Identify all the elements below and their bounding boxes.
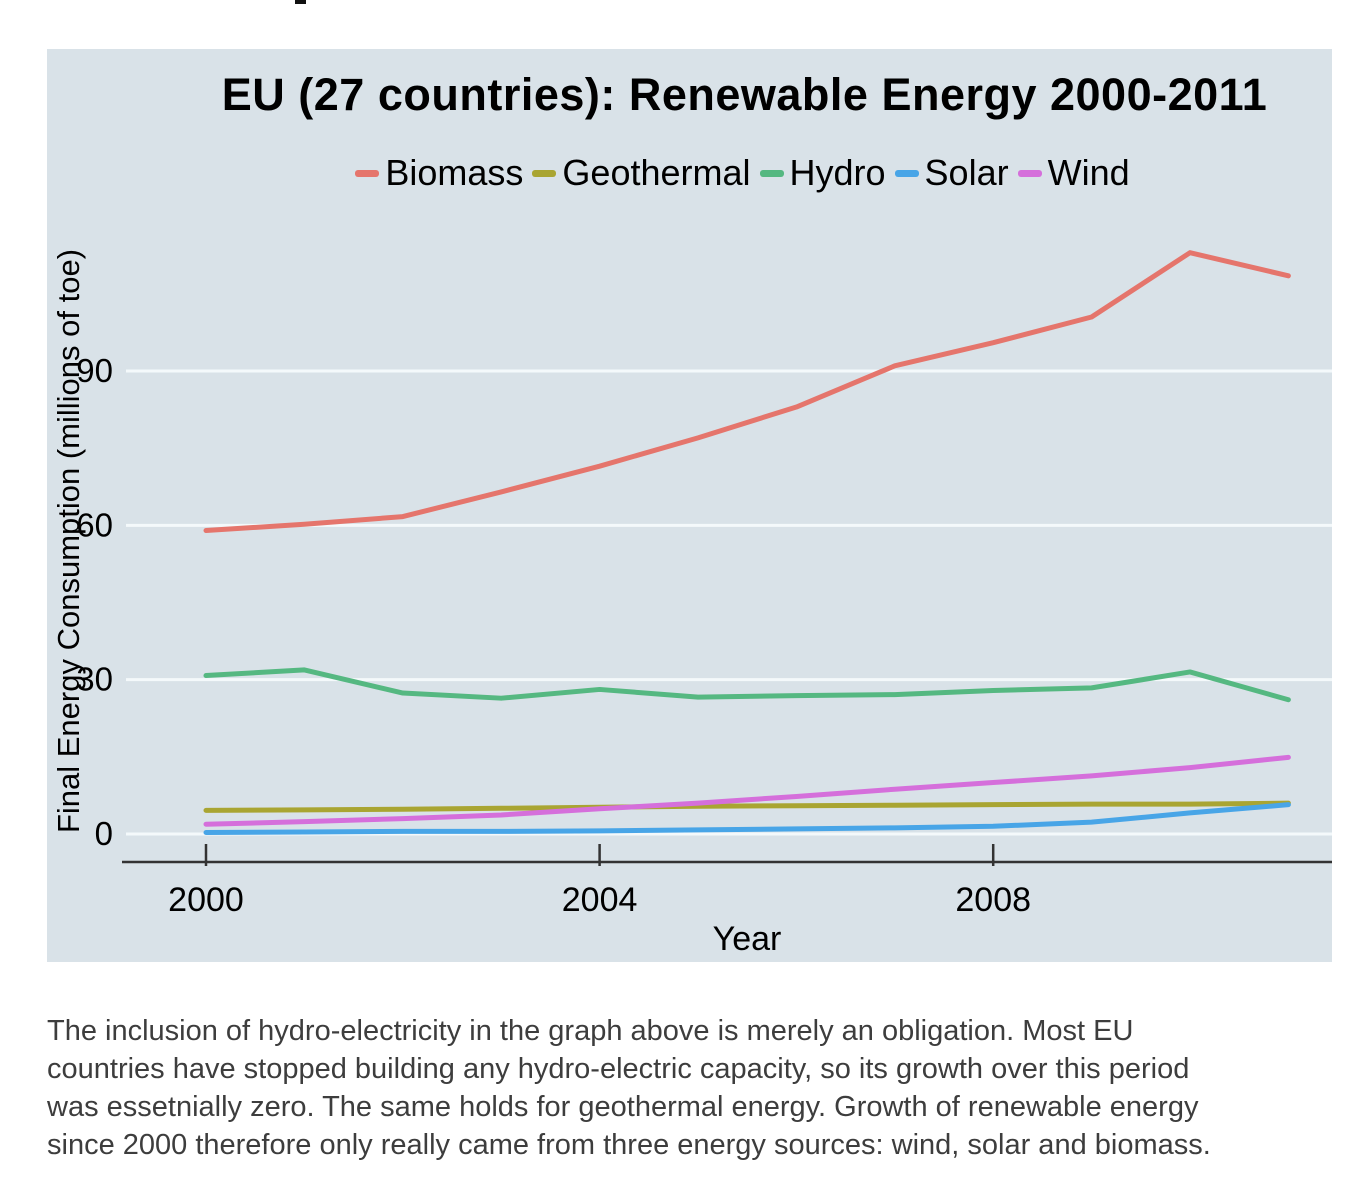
legend-swatch-icon: [759, 169, 784, 177]
legend-label: Hydro: [789, 152, 886, 193]
y-axis-label: Final Energy Consumption (millions of to…: [51, 248, 86, 834]
legend-item-hydro: Hydro: [759, 152, 886, 194]
series-line-wind: [203, 754, 1291, 827]
series-line-hydro: [203, 667, 1291, 703]
legend-swatch-icon: [355, 169, 380, 177]
y-tick-label: 0: [95, 815, 113, 852]
y-tick-label: 60: [76, 506, 113, 543]
series-line-solar: [203, 802, 1291, 835]
legend-label: Solar: [924, 152, 1009, 193]
caption-line: was essetnially zero. The same holds for…: [47, 1091, 1199, 1123]
series-line-biomass: [203, 250, 1291, 533]
legend-swatch-icon: [894, 169, 919, 177]
chart-title: EU (27 countries): Renewable Energy 2000…: [221, 69, 1268, 120]
legend-swatch-icon: [1017, 169, 1042, 177]
x-tick-label: 2004: [562, 881, 638, 919]
y-tick-label: 30: [76, 661, 113, 698]
legend-label: Geothermal: [562, 152, 751, 193]
chart-legend: Biomass Geothermal Hydro Solar Wind: [147, 151, 1347, 195]
legend-label: Biomass: [385, 152, 524, 193]
line-plot-canvas: 2000 2004 2008 0 30 60 90: [76, 250, 1332, 919]
legend-item-solar: Solar: [894, 152, 1009, 194]
y-tick-label: 90: [76, 352, 113, 389]
cropped-text-fragment: [295, 0, 306, 4]
chart-panel: 2000 2004 2008 0 30 60 90 EU (27 countries): R…: [47, 49, 1332, 962]
caption-paragraph: The inclusion of hydro-electricity in th…: [47, 1012, 1347, 1164]
legend-item-geothermal: Geothermal: [532, 152, 751, 194]
series-line-geothermal: [203, 800, 1291, 813]
caption-line: since 2000 therefore only really came fr…: [47, 1129, 1211, 1161]
legend-swatch-icon: [532, 169, 557, 177]
x-tick-label: 2008: [955, 881, 1031, 919]
caption-line: The inclusion of hydro-electricity in th…: [47, 1015, 1134, 1047]
legend-item-biomass: Biomass: [355, 152, 523, 194]
legend-label: Wind: [1047, 152, 1130, 193]
x-tick-label: 2000: [168, 881, 244, 919]
x-axis-label: Year: [712, 920, 782, 958]
caption-line: countries have stopped building any hydr…: [47, 1053, 1190, 1085]
legend-item-wind: Wind: [1017, 152, 1130, 194]
